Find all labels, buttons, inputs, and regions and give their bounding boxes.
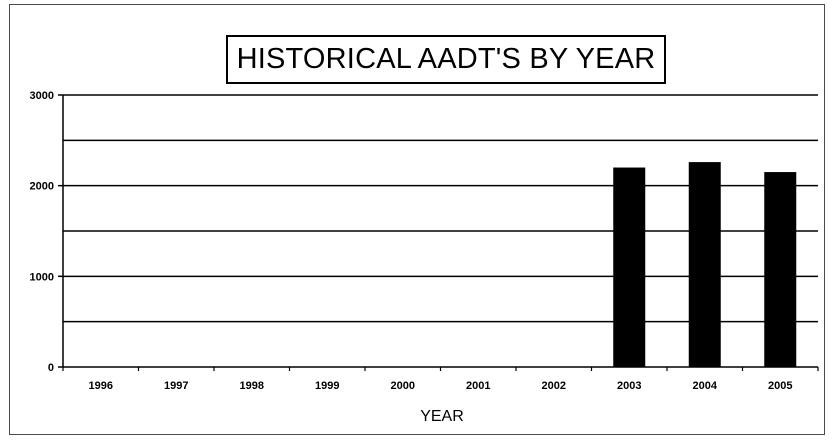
chart-frame: [9, 4, 825, 435]
x-tick-label: 2005: [768, 380, 792, 392]
y-tick-label: 2000: [30, 181, 54, 193]
x-axis-title: YEAR: [420, 408, 464, 425]
x-tick-label: 2002: [542, 380, 566, 392]
x-tick-label: 1997: [164, 380, 188, 392]
y-tick-label: 1000: [30, 271, 54, 283]
x-tick-label: 2003: [617, 380, 641, 392]
x-tick-label: 2001: [466, 380, 490, 392]
x-tick-label: 1996: [89, 380, 113, 392]
x-tick-label: 1999: [315, 380, 339, 392]
x-tick-label: 2004: [693, 380, 718, 392]
x-tick-label: 1998: [240, 380, 264, 392]
bar-2004: [688, 162, 721, 367]
axes: 0 1000 2000 3000 1996 1997 1998 1999 2000 2001 200…: [30, 90, 819, 392]
bar-2003: [613, 167, 646, 367]
y-tick-label: 0: [48, 362, 54, 374]
y-tick-label: 3000: [30, 90, 54, 102]
x-tick-label: 2000: [391, 380, 415, 392]
bars: [613, 162, 797, 367]
bar-2005: [764, 172, 797, 367]
chart-title: HISTORICAL AADT'S BY YEAR: [226, 35, 666, 84]
